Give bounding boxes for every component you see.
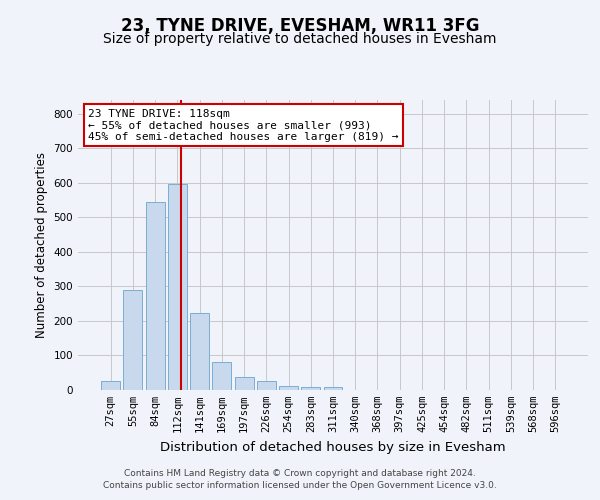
Bar [323, 387, 343, 390]
X-axis label: Distribution of detached houses by size in Evesham: Distribution of detached houses by size … [160, 440, 506, 454]
Bar [146, 202, 164, 390]
Bar [301, 386, 320, 390]
Bar [212, 362, 231, 390]
Text: 23 TYNE DRIVE: 118sqm
← 55% of detached houses are smaller (993)
45% of semi-det: 23 TYNE DRIVE: 118sqm ← 55% of detached … [88, 108, 398, 142]
Bar [235, 377, 254, 390]
Bar [279, 386, 298, 390]
Text: 23, TYNE DRIVE, EVESHAM, WR11 3FG: 23, TYNE DRIVE, EVESHAM, WR11 3FG [121, 18, 479, 36]
Y-axis label: Number of detached properties: Number of detached properties [35, 152, 48, 338]
Bar [168, 184, 187, 390]
Bar [101, 380, 120, 390]
Bar [257, 380, 276, 390]
Bar [190, 314, 209, 390]
Text: Size of property relative to detached houses in Evesham: Size of property relative to detached ho… [103, 32, 497, 46]
Text: Contains HM Land Registry data © Crown copyright and database right 2024.
Contai: Contains HM Land Registry data © Crown c… [103, 468, 497, 490]
Bar [124, 290, 142, 390]
